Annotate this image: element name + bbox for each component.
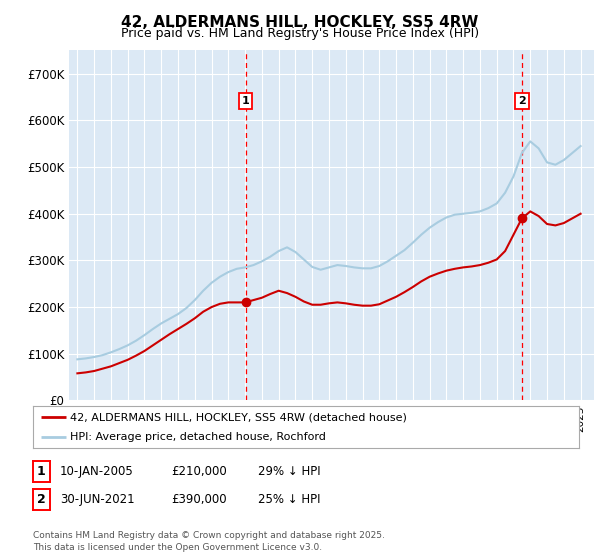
- Text: 2: 2: [518, 96, 526, 106]
- Text: 30-JUN-2021: 30-JUN-2021: [60, 493, 134, 506]
- Text: 1: 1: [37, 465, 46, 478]
- Text: £390,000: £390,000: [171, 493, 227, 506]
- Text: 1: 1: [242, 96, 250, 106]
- Text: 42, ALDERMANS HILL, HOCKLEY, SS5 4RW: 42, ALDERMANS HILL, HOCKLEY, SS5 4RW: [121, 15, 479, 30]
- Text: 25% ↓ HPI: 25% ↓ HPI: [258, 493, 320, 506]
- Text: Contains HM Land Registry data © Crown copyright and database right 2025.
This d: Contains HM Land Registry data © Crown c…: [33, 531, 385, 552]
- Text: £210,000: £210,000: [171, 465, 227, 478]
- Text: 10-JAN-2005: 10-JAN-2005: [60, 465, 134, 478]
- Text: HPI: Average price, detached house, Rochford: HPI: Average price, detached house, Roch…: [70, 432, 326, 442]
- Text: 42, ALDERMANS HILL, HOCKLEY, SS5 4RW (detached house): 42, ALDERMANS HILL, HOCKLEY, SS5 4RW (de…: [70, 412, 407, 422]
- Text: 29% ↓ HPI: 29% ↓ HPI: [258, 465, 320, 478]
- Text: Price paid vs. HM Land Registry's House Price Index (HPI): Price paid vs. HM Land Registry's House …: [121, 27, 479, 40]
- Text: 2: 2: [37, 493, 46, 506]
